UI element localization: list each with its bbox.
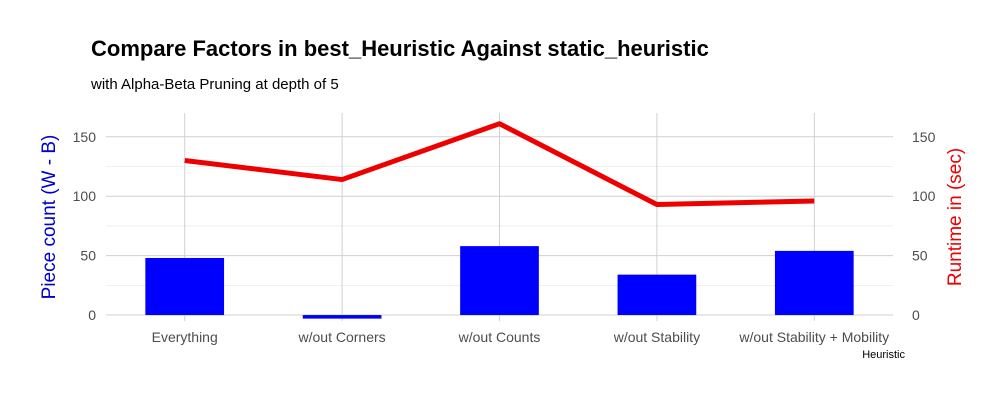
line-layer bbox=[184, 121, 815, 208]
bar-w-out-corners bbox=[302, 315, 382, 319]
runtime-line bbox=[184, 121, 815, 208]
y2-tick-label: 100 bbox=[912, 188, 936, 204]
bar-w-out-stability bbox=[617, 274, 697, 316]
y2-tick-label: 50 bbox=[912, 248, 928, 264]
x-tick-label: w/out Stability bbox=[613, 329, 700, 345]
x-tick-label: w/out Stability + Mobility bbox=[738, 329, 889, 345]
bar-layer bbox=[145, 246, 854, 319]
y-tick-label: 150 bbox=[73, 129, 97, 145]
y2-tick-label: 150 bbox=[912, 129, 936, 145]
x-axis-title: Heuristic bbox=[862, 349, 905, 361]
y-axis-title: Piece count (W - B) bbox=[39, 135, 60, 300]
y2-axis-title: Runtime in (sec) bbox=[945, 148, 966, 286]
x-tick-label: w/out Corners bbox=[298, 329, 386, 345]
chart-title: Compare Factors in best_Heuristic Agains… bbox=[91, 36, 709, 61]
bar-everything bbox=[145, 258, 225, 316]
bar-w-out-counts bbox=[460, 246, 539, 316]
y2-tick-label: 0 bbox=[912, 307, 920, 323]
x-tick-label: Everything bbox=[152, 329, 218, 345]
chart-subtitle: with Alpha-Beta Pruning at depth of 5 bbox=[91, 76, 339, 93]
y-tick-label: 0 bbox=[88, 307, 96, 323]
x-tick-label: w/out Counts bbox=[458, 329, 541, 345]
y-tick-label: 100 bbox=[73, 188, 97, 204]
bar-w-out-stability-mobility bbox=[774, 250, 854, 316]
axis-layer: 0 50 100 150 0 50 100 150 Everything w/out Corner… bbox=[39, 129, 966, 361]
y-tick-label: 50 bbox=[80, 248, 96, 264]
